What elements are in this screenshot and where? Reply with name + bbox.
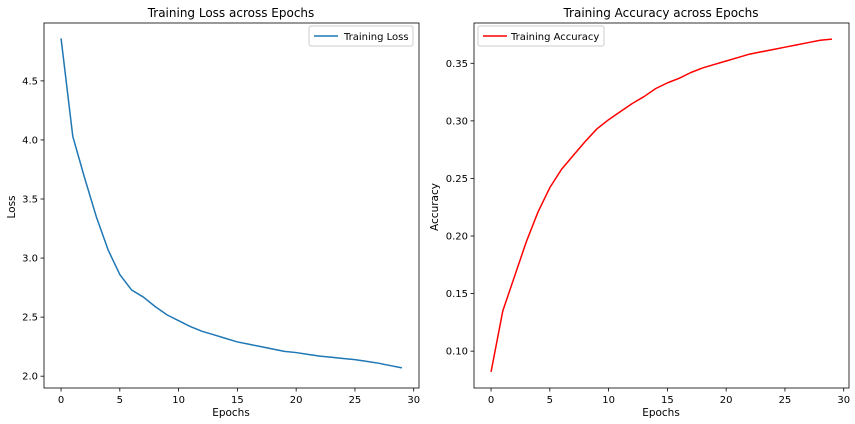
loss-x-tick-label: 0	[58, 395, 64, 406]
loss-legend-box	[308, 25, 414, 47]
accuracy-series-line-0	[490, 38, 833, 373]
accuracy-x-tick-label: 30	[837, 395, 850, 406]
accuracy-x-tick-label: 5	[547, 395, 553, 406]
accuracy-legend-box	[477, 25, 605, 47]
accuracy-y-tick-label: 0.10	[446, 347, 468, 358]
loss-x-tick-label: 25	[349, 395, 362, 406]
accuracy-axes-frame	[473, 22, 850, 389]
loss-x-tick-label: 20	[290, 395, 303, 406]
accuracy-x-tick-label: 20	[720, 395, 733, 406]
loss-y-tick-label: 4.0	[22, 135, 38, 146]
loss-y-tick-label: 2.0	[22, 372, 38, 383]
loss-axes-frame	[43, 22, 420, 389]
loss-plot-area: 0 5 10 15 20 25 30 2.0 2.5 3.0 3.5 4.0 4.5	[22, 22, 420, 406]
loss-y-tick-label: 4.5	[22, 76, 38, 87]
accuracy-y-tick-label: 0.30	[446, 116, 468, 127]
accuracy-x-tick-label: 15	[661, 395, 674, 406]
accuracy-y-tick-label: 0.20	[446, 232, 468, 243]
loss-y-tick-label: 3.0	[22, 254, 38, 265]
loss-x-tick-label: 30	[407, 395, 420, 406]
loss-x-tick-label: 15	[231, 395, 244, 406]
accuracy-x-axis-label: Epochs	[642, 407, 680, 419]
loss-series-line-0	[60, 38, 403, 369]
loss-chart: Training Loss across Epochs 0 5 10 15 20 25 30…	[6, 6, 420, 419]
accuracy-plot-area: 0 5 10 15 20 25 30 0.10 0.15 0.20 0.25 0.30 0.35	[446, 22, 850, 406]
loss-y-tick-label: 2.5	[22, 313, 38, 324]
loss-x-tick-label: 5	[117, 395, 123, 406]
accuracy-chart-title: Training Accuracy across Epochs	[562, 6, 758, 20]
loss-x-tick-label: 10	[172, 395, 185, 406]
accuracy-x-tick-label: 10	[602, 395, 615, 406]
loss-y-axis-label: Loss	[6, 195, 18, 218]
loss-legend: Training Loss	[308, 25, 414, 47]
accuracy-legend-label: Training Accuracy	[510, 32, 599, 43]
accuracy-y-tick-label: 0.35	[446, 59, 468, 70]
loss-y-tick-label: 3.5	[22, 195, 38, 206]
accuracy-y-axis-label: Accuracy	[429, 183, 441, 231]
loss-legend-label: Training Loss	[343, 32, 409, 43]
accuracy-x-tick-label: 0	[488, 395, 494, 406]
accuracy-y-tick-label: 0.25	[446, 174, 468, 185]
loss-chart-title: Training Loss across Epochs	[147, 6, 315, 20]
accuracy-legend: Training Accuracy	[477, 25, 605, 47]
loss-x-axis-label: Epochs	[212, 407, 250, 419]
accuracy-chart: Training Accuracy across Epochs 0 5 10 15 20…	[429, 6, 850, 419]
accuracy-y-tick-label: 0.15	[446, 289, 468, 300]
accuracy-x-tick-label: 25	[779, 395, 792, 406]
